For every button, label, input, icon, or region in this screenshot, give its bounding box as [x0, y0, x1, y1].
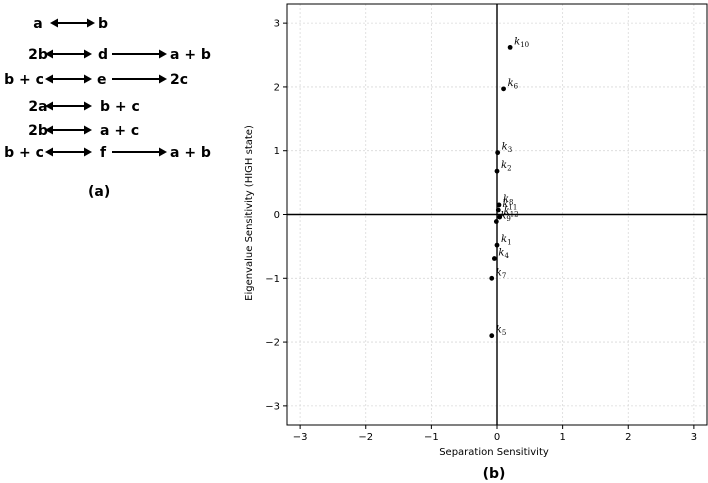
y-tick-label: 1	[274, 146, 280, 157]
reaction-row: b + c e 2c	[4, 72, 188, 88]
data-point-k9	[493, 219, 499, 224]
y-tick-label: 3	[274, 19, 280, 30]
data-point-k8	[496, 202, 502, 208]
arrowhead-left	[45, 125, 53, 135]
arrowhead-left	[45, 101, 53, 111]
arrowhead-right	[84, 147, 92, 157]
data-point-k6	[501, 86, 506, 92]
product-label: b + c	[100, 99, 140, 115]
reversible-arrow	[50, 18, 95, 28]
reversible-arrow	[45, 49, 92, 59]
forward-arrow	[112, 74, 167, 84]
final-product-label: a + b	[170, 47, 211, 63]
arrowhead-right	[84, 101, 92, 111]
x-tick-label: 2	[625, 432, 631, 443]
arrowhead-left	[45, 147, 53, 157]
data-point-k2	[494, 168, 500, 174]
point-label-k10: k10	[514, 36, 529, 49]
x-tick-label: 3	[691, 432, 697, 443]
reversible-arrow	[45, 74, 92, 84]
point-label-k5: k5	[496, 325, 507, 338]
point-label-k9: k9	[500, 211, 511, 224]
data-point-k3	[495, 150, 501, 156]
product-label: a + c	[100, 123, 139, 139]
point-label-k6: k6	[508, 78, 519, 91]
product-label: f	[100, 145, 107, 161]
point-label-k12: k12	[504, 206, 519, 219]
reactant-label: a	[33, 16, 42, 32]
data-point-k5	[489, 333, 495, 339]
arrowhead-right	[159, 74, 167, 84]
reactant-label: 2b	[28, 123, 48, 139]
y-axis-ticks: −3 −2 −1 0 1 2 3	[265, 19, 287, 412]
reversible-arrow	[45, 147, 92, 157]
reversible-arrow	[45, 101, 92, 111]
reactant-label: b + c	[4, 145, 44, 161]
reversible-arrow	[45, 125, 92, 135]
product-label: d	[98, 47, 108, 63]
reaction-row: 2b d a + b	[28, 47, 211, 63]
y-tick-label: 0	[274, 210, 280, 221]
y-tick-label: 2	[274, 82, 280, 93]
final-product-label: 2c	[170, 72, 188, 88]
data-point-k4	[491, 256, 497, 261]
point-label-k8: k8	[503, 194, 514, 207]
arrowhead-left	[50, 18, 58, 28]
arrowhead-right	[159, 147, 167, 157]
point-label-k7: k7	[496, 267, 507, 280]
data-point-k1	[494, 242, 500, 248]
y-tick-label: −1	[265, 274, 280, 285]
arrowhead-right	[159, 49, 167, 59]
arrowhead-left	[45, 74, 53, 84]
arrowhead-left	[45, 49, 53, 59]
x-axis-ticks: −3 −2 −1 0 1 2 3	[293, 425, 697, 443]
reaction-row: 2a b + c	[28, 99, 139, 115]
x-tick-label: 0	[494, 432, 500, 443]
product-label: e	[97, 72, 107, 88]
reaction-row: b + c f a + b	[4, 145, 211, 161]
grid-lines	[287, 4, 707, 425]
point-label-k1: k1	[501, 234, 512, 247]
data-point-k10	[507, 44, 513, 50]
arrowhead-right	[87, 18, 95, 28]
reactant-label: 2b	[28, 47, 48, 63]
point-label-k2: k2	[501, 160, 512, 173]
y-tick-label: −2	[265, 338, 280, 349]
arrowhead-right	[84, 49, 92, 59]
point-label-k3: k3	[502, 142, 513, 155]
product-label: b	[98, 16, 108, 32]
data-point-k12	[497, 214, 503, 220]
point-label-k11: k11	[502, 199, 517, 212]
x-tick-label: −2	[358, 432, 373, 443]
x-axis-label: Separation Sensitivity	[439, 447, 549, 458]
arrowhead-right	[84, 74, 92, 84]
forward-arrow	[112, 147, 167, 157]
panel-a-caption: (a)	[88, 184, 110, 200]
x-tick-label: −1	[424, 432, 439, 443]
data-point-k7	[489, 275, 495, 281]
panel-b-caption: (b)	[483, 466, 506, 482]
x-tick-label: −3	[293, 432, 308, 443]
reactant-label: 2a	[28, 99, 47, 115]
data-point-k11	[495, 207, 501, 213]
y-tick-label: −3	[265, 401, 280, 412]
x-tick-label: 1	[559, 432, 565, 443]
forward-arrow	[112, 49, 167, 59]
arrowhead-right	[84, 125, 92, 135]
plot-frame	[286, 3, 708, 426]
reaction-row: 2b a + c	[28, 123, 139, 139]
point-label-k4: k4	[498, 248, 509, 261]
final-product-label: a + b	[170, 145, 211, 161]
reactant-label: b + c	[4, 72, 44, 88]
